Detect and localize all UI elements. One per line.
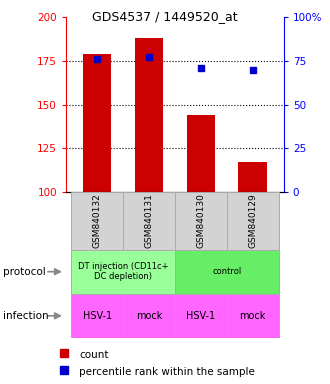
Text: GSM840132: GSM840132	[93, 194, 102, 248]
Bar	[71, 192, 123, 250]
Text: GSM840130: GSM840130	[196, 194, 205, 248]
Bar	[186, 115, 215, 192]
Text: infection: infection	[3, 311, 49, 321]
Bar	[135, 38, 163, 192]
Bar	[238, 162, 267, 192]
Bar	[175, 192, 227, 250]
Bar	[227, 294, 279, 338]
Text: count: count	[79, 350, 109, 360]
Bar	[123, 192, 175, 250]
Bar	[83, 54, 112, 192]
Text: DT injection (CD11c+
DC depletion): DT injection (CD11c+ DC depletion)	[78, 262, 168, 281]
Text: HSV-1: HSV-1	[186, 311, 215, 321]
Text: mock: mock	[240, 311, 266, 321]
Bar	[227, 192, 279, 250]
Text: GSM840129: GSM840129	[248, 194, 257, 248]
Text: control: control	[212, 267, 241, 276]
Bar	[71, 294, 123, 338]
Bar	[175, 250, 279, 294]
Text: mock: mock	[136, 311, 162, 321]
Text: percentile rank within the sample: percentile rank within the sample	[79, 367, 255, 377]
Bar	[123, 294, 175, 338]
Text: GDS4537 / 1449520_at: GDS4537 / 1449520_at	[92, 10, 238, 23]
Text: GSM840131: GSM840131	[145, 194, 153, 248]
Bar	[71, 250, 175, 294]
Text: protocol: protocol	[3, 266, 46, 277]
Bar	[175, 294, 227, 338]
Text: HSV-1: HSV-1	[82, 311, 112, 321]
